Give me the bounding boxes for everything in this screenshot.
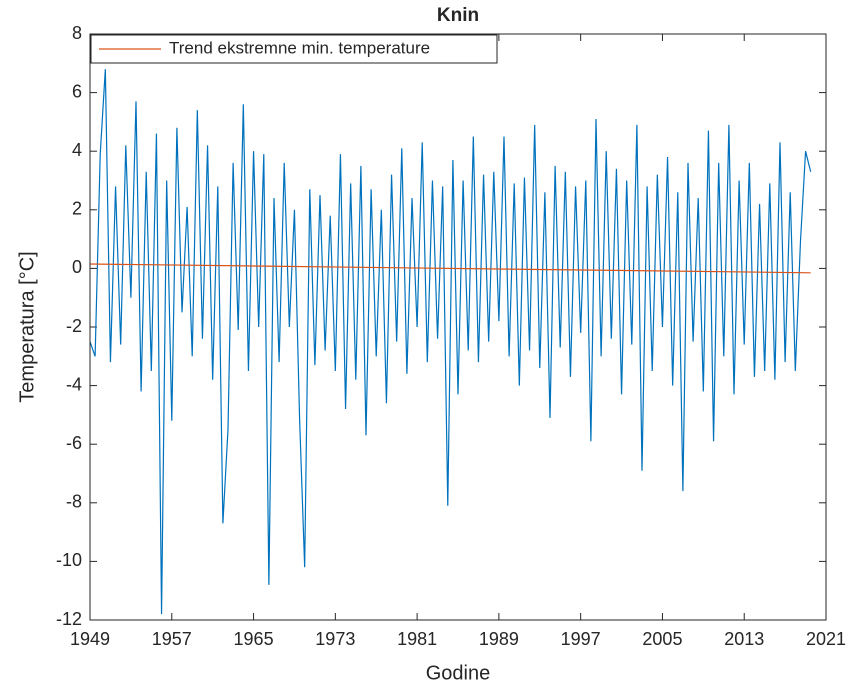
x-tick-label: 1957 bbox=[152, 629, 192, 649]
y-tick-label: -10 bbox=[56, 550, 82, 570]
legend-box bbox=[90, 34, 498, 64]
y-tick-label: -4 bbox=[66, 374, 82, 394]
y-tick-label: -12 bbox=[56, 609, 82, 629]
y-tick-label: 0 bbox=[72, 257, 82, 277]
x-axis-label: Godine bbox=[426, 662, 491, 684]
x-tick-label: 1989 bbox=[479, 629, 519, 649]
x-tick-label: 1973 bbox=[315, 629, 355, 649]
plot-frame bbox=[89, 33, 827, 621]
x-tick-label: 2013 bbox=[724, 629, 764, 649]
x-tick-label: 2005 bbox=[642, 629, 682, 649]
y-tick-label: 8 bbox=[72, 23, 82, 43]
x-tick-label: 1981 bbox=[397, 629, 437, 649]
y-tick-label: 4 bbox=[72, 140, 82, 160]
chart-title: Knin bbox=[437, 5, 479, 26]
data-line bbox=[89, 69, 812, 615]
x-tick-label: 1997 bbox=[561, 629, 601, 649]
y-axis-label: Temperatura [°C] bbox=[16, 251, 38, 402]
x-tick-label: 1965 bbox=[234, 629, 274, 649]
x-tick-label: 1949 bbox=[70, 629, 110, 649]
y-tick-label: -8 bbox=[66, 492, 82, 512]
x-tick-label: 2021 bbox=[806, 629, 846, 649]
legend-label: Trend ekstremne min. temperature bbox=[169, 38, 430, 57]
y-tick-label: -2 bbox=[66, 316, 82, 336]
data-line bbox=[89, 263, 811, 274]
y-tick-label: 2 bbox=[72, 199, 82, 219]
y-tick-label: -6 bbox=[66, 433, 82, 453]
y-tick-label: 6 bbox=[72, 81, 82, 101]
